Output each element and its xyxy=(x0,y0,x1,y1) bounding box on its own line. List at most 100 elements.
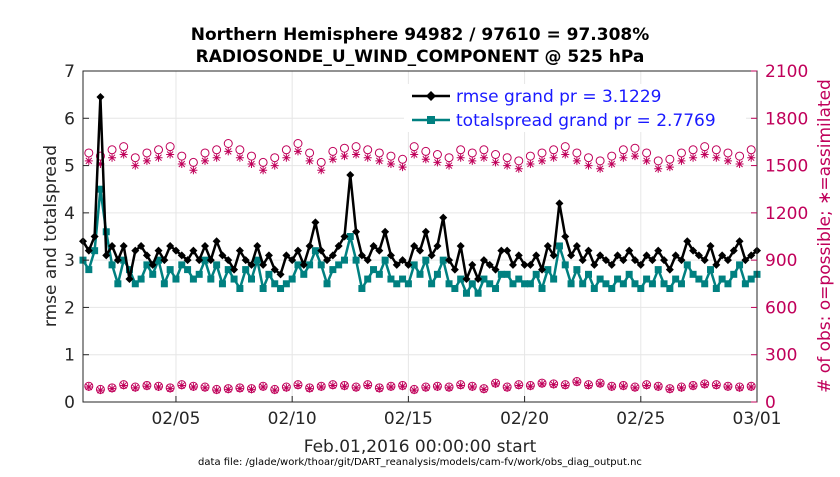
legend-rmse-marker xyxy=(426,91,436,101)
totalspread-point xyxy=(532,270,540,278)
rmse-point xyxy=(694,251,703,260)
rmse-point xyxy=(113,256,122,265)
obs-assimilated-point xyxy=(119,381,128,390)
right-y-axis-label: # of obs: o=possible; ∗=assimilated xyxy=(815,79,835,393)
obs-possible-point xyxy=(305,148,315,158)
totalspread-point xyxy=(544,266,552,274)
right-y-tick-label: 300 xyxy=(765,346,797,366)
totalspread-point xyxy=(120,256,128,264)
obs-assimilated-point xyxy=(619,153,628,162)
left-y-tick-label: 1 xyxy=(64,346,75,366)
obs-assimilated-point xyxy=(201,156,210,165)
obs-possible-point xyxy=(607,151,617,161)
rmse-point xyxy=(224,256,233,265)
obs-assimilated-point xyxy=(84,383,93,392)
totalspread-point xyxy=(579,280,587,288)
obs-possible-point xyxy=(688,145,698,155)
obs-assimilated-point xyxy=(410,386,419,395)
totalspread-point xyxy=(393,280,401,288)
totalspread-point xyxy=(689,270,697,278)
obs-assimilated-point xyxy=(549,380,558,389)
obs-possible-point xyxy=(84,148,94,158)
obs-assimilated-point xyxy=(259,383,268,392)
right-y-axis-ticks: 0 300 600 900 1200 1500 1800 2100 xyxy=(751,62,808,413)
x-tick-label: 02/05 xyxy=(151,409,200,429)
obs-assimilated-point xyxy=(212,386,221,395)
obs-possible-point xyxy=(154,145,164,155)
rmse-point xyxy=(718,251,727,260)
rmse-point xyxy=(171,246,180,255)
totalspread-point xyxy=(352,256,360,264)
rmse-point xyxy=(433,241,442,250)
obs-assimilated-point xyxy=(142,382,151,391)
obs-possible-point xyxy=(723,148,733,158)
obs-assimilated-point xyxy=(259,166,268,175)
obs-possible-point xyxy=(665,154,675,164)
rmse-point xyxy=(508,260,517,269)
obs-possible-point xyxy=(339,143,349,153)
obs-possible-point xyxy=(130,153,140,163)
obs-assimilated-point xyxy=(328,155,337,164)
obs-assimilated-point xyxy=(154,153,163,162)
rmse-point xyxy=(549,251,558,260)
rmse-point xyxy=(375,246,384,255)
obs-assimilated-point xyxy=(305,384,314,393)
rmse-point xyxy=(642,251,651,260)
rmse-point xyxy=(142,251,151,260)
totalspread-point xyxy=(143,261,151,269)
x-axis-ticks: 02/05 02/10 02/15 02/20 02/25 03/01 xyxy=(151,396,782,429)
rmse-point xyxy=(654,246,663,255)
obs-possible-point xyxy=(537,148,547,158)
rmse-point xyxy=(334,241,343,250)
totalspread-point xyxy=(741,280,749,288)
totalspread-point xyxy=(381,256,389,264)
totalspread-point xyxy=(474,289,482,297)
obs-assimilated-point xyxy=(224,385,233,394)
totalspread-point xyxy=(695,275,703,283)
totalspread-point xyxy=(207,275,215,283)
obs-assimilated-point xyxy=(735,159,744,168)
rmse-point xyxy=(311,218,320,227)
obs-possible-point xyxy=(270,153,280,163)
rmse-point xyxy=(119,241,128,250)
rmse-point xyxy=(160,256,169,265)
obs-assimilated-point xyxy=(514,381,523,390)
obs-assimilated-point xyxy=(433,383,442,392)
totalspread-point xyxy=(306,261,314,269)
rmse-point xyxy=(712,260,721,269)
totalspread-point xyxy=(497,270,505,278)
rmse-point xyxy=(671,251,680,260)
totalspread-point xyxy=(631,280,639,288)
left-y-axis-ticks: 0 1 2 3 4 5 6 7 xyxy=(64,62,89,413)
totalspread-point xyxy=(666,285,674,293)
totalspread-point xyxy=(439,256,447,264)
obs-assimilated-point xyxy=(630,152,639,161)
totalspread-point xyxy=(114,280,122,288)
obs-possible-point xyxy=(421,146,431,156)
rmse-point xyxy=(584,246,593,255)
totalspread-point xyxy=(526,280,534,288)
totalspread-point xyxy=(375,270,383,278)
totalspread-point xyxy=(468,280,476,288)
totalspread-point xyxy=(335,261,343,269)
obs-possible-point xyxy=(502,153,512,163)
left-y-tick-label: 4 xyxy=(64,204,75,224)
obs-assimilated-point xyxy=(235,153,244,162)
x-tick-label: 02/25 xyxy=(616,409,665,429)
data-file-footnote: data file: /glade/work/thoar/git/DART_re… xyxy=(198,457,642,468)
totalspread-point xyxy=(643,275,651,283)
obs-assimilated-point xyxy=(503,383,512,392)
rmse-point xyxy=(590,260,599,269)
rmse-point xyxy=(392,260,401,269)
totalspread-point xyxy=(213,261,221,269)
obs-possible-point xyxy=(746,145,756,155)
legend: rmse grand pr = 3.1229 totalspread grand… xyxy=(404,84,746,132)
totalspread-point xyxy=(346,233,354,240)
totalspread-point xyxy=(370,266,378,274)
obs-assimilated-point xyxy=(561,381,570,390)
obs-assimilated-point xyxy=(142,156,151,165)
rmse-point xyxy=(247,260,256,269)
obs-assimilated-point xyxy=(479,385,488,394)
totalspread-point xyxy=(561,261,569,269)
